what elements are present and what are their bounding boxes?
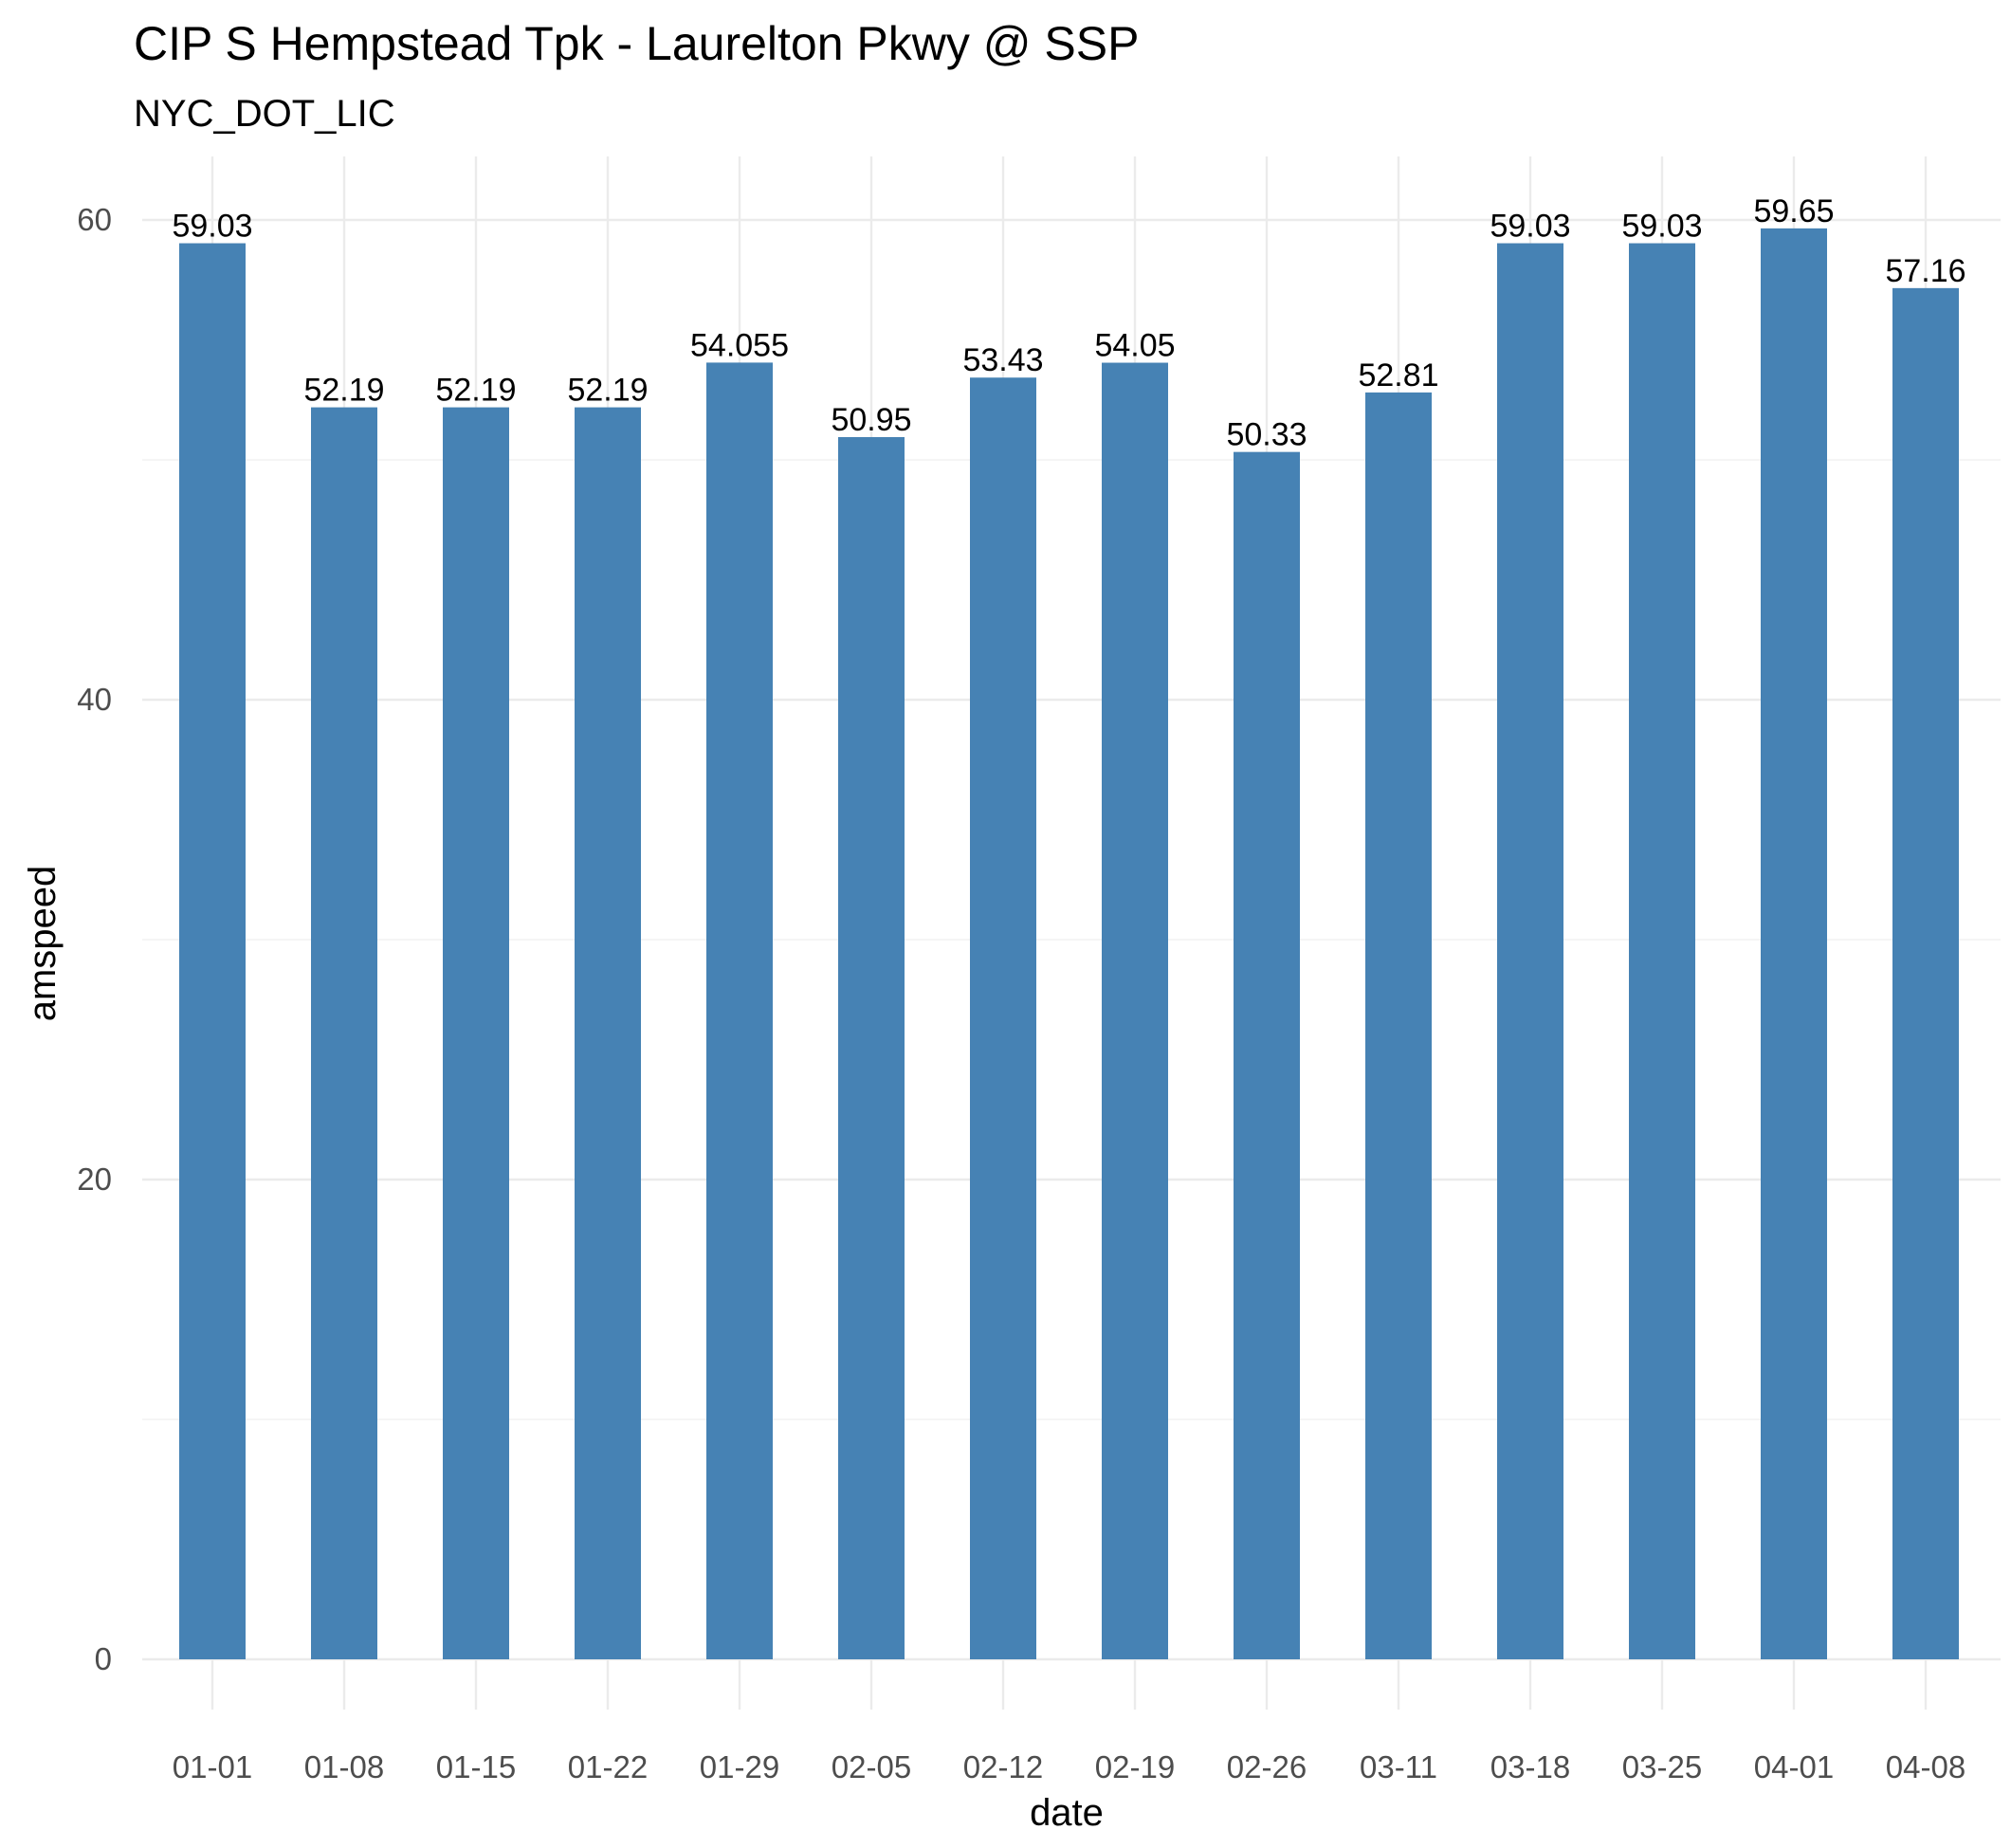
- x-axis-title: date: [1030, 1792, 1104, 1834]
- y-axis-ticks: 0 20 40 60: [77, 202, 112, 1676]
- x-tick-label: 03-25: [1622, 1749, 1702, 1784]
- bar-value-label: 57.16: [1885, 253, 1965, 289]
- bar: [1365, 392, 1432, 1660]
- bar: [970, 377, 1036, 1660]
- x-tick-label: 02-05: [832, 1749, 911, 1784]
- bars: [179, 228, 1959, 1660]
- y-tick-label: 0: [95, 1641, 112, 1676]
- y-axis-title: amspeed: [22, 866, 64, 1022]
- bar: [838, 436, 905, 1660]
- x-tick-label: 02-12: [963, 1749, 1043, 1784]
- y-tick-label: 20: [77, 1162, 112, 1197]
- bar: [575, 407, 641, 1659]
- x-axis-ticks: 01-01 01-08 01-15 01-22 01-29 02-05 02-12 02-19…: [173, 1749, 1965, 1784]
- bar: [1892, 287, 1959, 1659]
- grid-lines: [142, 156, 2001, 1710]
- bar-value-label: 59.03: [1490, 209, 1570, 245]
- bar: [1761, 228, 1827, 1660]
- bar-value-label: 59.03: [1621, 209, 1702, 245]
- bar-value-label: 52.19: [435, 373, 516, 409]
- x-tick-label: 01-29: [700, 1749, 779, 1784]
- bar-value-label: 59.65: [1753, 193, 1834, 229]
- bar: [1629, 243, 1695, 1659]
- bar: [1102, 362, 1168, 1659]
- x-tick-label: 01-08: [304, 1749, 384, 1784]
- x-tick-label: 04-08: [1886, 1749, 1965, 1784]
- bar-value-label: 54.05: [1094, 328, 1175, 364]
- bar-value-label: 59.03: [172, 209, 252, 245]
- bar-value-label: 52.19: [567, 373, 648, 409]
- x-tick-label: 01-15: [436, 1749, 516, 1784]
- x-tick-label: 01-01: [173, 1749, 252, 1784]
- bar: [706, 362, 773, 1660]
- bar-value-label: 53.43: [962, 342, 1043, 378]
- x-tick-label: 02-19: [1095, 1749, 1175, 1784]
- bar-value-label: 52.19: [303, 373, 384, 409]
- x-tick-label: 04-01: [1754, 1749, 1834, 1784]
- y-tick-label: 40: [77, 682, 112, 717]
- bar-value-label: 50.95: [831, 402, 911, 438]
- data-labels: 59.03 52.19 52.19 52.19 54.055 50.95 53.43 54.0…: [172, 193, 1965, 453]
- bar-value-label: 50.33: [1226, 417, 1307, 453]
- chart-subtitle: NYC_DOT_LIC: [134, 93, 395, 135]
- bar: [179, 243, 246, 1659]
- x-tick-label: 01-22: [568, 1749, 648, 1784]
- bar: [443, 407, 509, 1659]
- y-tick-label: 60: [77, 202, 112, 237]
- bar-value-label: 52.81: [1358, 357, 1438, 393]
- chart-title: CIP S Hempstead Tpk - Laurelton Pkwy @ S…: [134, 17, 1139, 70]
- x-tick-label: 03-18: [1490, 1749, 1570, 1784]
- bar-value-label: 54.055: [690, 327, 789, 363]
- bar: [1497, 243, 1563, 1659]
- bar: [311, 407, 377, 1659]
- bar: [1234, 451, 1300, 1659]
- x-tick-label: 03-11: [1360, 1749, 1437, 1784]
- x-tick-label: 02-26: [1227, 1749, 1307, 1784]
